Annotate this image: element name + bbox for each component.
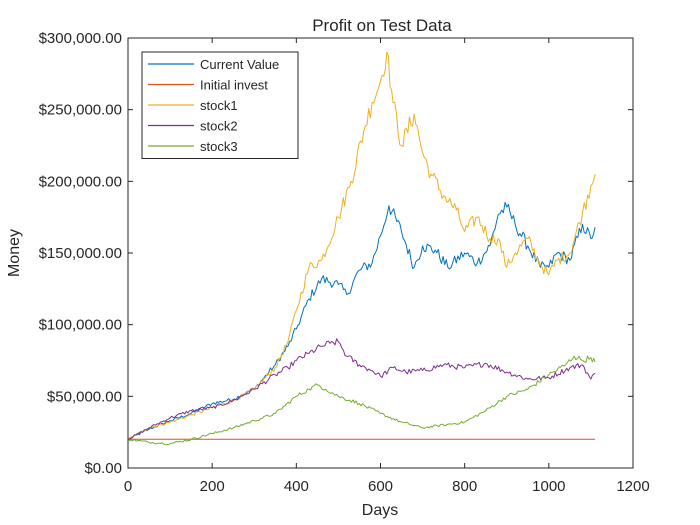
x-tick-label: 800	[452, 478, 477, 495]
tick-layer: 0 200 400 600 800 1000 1200 $0.00 $50,000.00 $100…	[39, 30, 650, 495]
x-tick-label: 400	[284, 478, 309, 495]
series-line-stock2	[127, 338, 596, 440]
y-tick-label: $100,000.00	[39, 317, 122, 334]
x-axis-label: Days	[362, 502, 398, 519]
x-tick-label: 600	[368, 478, 393, 495]
y-tick-label: $150,000.00	[39, 245, 122, 262]
legend-label: stock2	[200, 119, 238, 134]
legend-label: Initial invest	[200, 78, 268, 93]
y-tick-label: $200,000.00	[39, 173, 122, 190]
series-line-stock3	[127, 355, 596, 445]
y-axis-label: Money	[6, 229, 23, 277]
legend: Current Value Initial invest stock1 stock2 s…	[141, 51, 299, 159]
series-layer	[127, 51, 596, 445]
chart-title: Profit on Test Data	[312, 16, 452, 35]
y-tick-label: $300,000.00	[39, 30, 122, 47]
legend-label: stock3	[200, 139, 238, 154]
legend-label: stock1	[200, 98, 238, 113]
x-tick-label: 200	[200, 478, 225, 495]
legend-label: Current Value	[200, 57, 279, 72]
series-line-current-value	[127, 201, 596, 440]
y-tick-label: $0.00	[84, 460, 122, 477]
y-tick-label: $250,000.00	[39, 102, 122, 119]
y-tick-label: $50,000.00	[47, 388, 122, 405]
x-tick-label: 0	[124, 478, 132, 495]
x-tick-label: 1000	[532, 478, 565, 495]
x-tick-label: 1200	[616, 478, 649, 495]
